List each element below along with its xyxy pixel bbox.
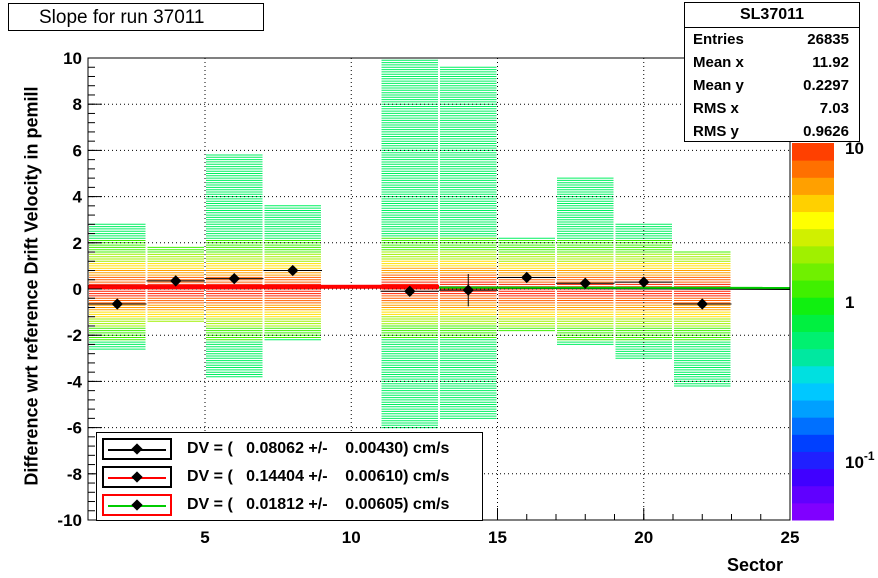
color-scale-cell bbox=[792, 468, 834, 487]
profile-point bbox=[556, 277, 615, 289]
chart-title: Slope for run 37011 bbox=[8, 3, 264, 31]
profile-point bbox=[673, 298, 732, 310]
color-scale-cell bbox=[792, 502, 834, 521]
heatmap-bin bbox=[674, 251, 731, 387]
stats-title: SL37011 bbox=[685, 3, 859, 28]
color-scale-cell bbox=[792, 228, 834, 247]
legend-swatch-2 bbox=[102, 466, 172, 488]
legend-entry-1: DV = ( 0.08062 +/- 0.00430) cm/s bbox=[97, 436, 482, 462]
y-tick-label: -2 bbox=[67, 326, 82, 345]
y-tick-label: 2 bbox=[73, 234, 82, 253]
y-tick-label: 0 bbox=[73, 280, 82, 299]
fit-lines bbox=[87, 284, 791, 290]
color-scale-cell bbox=[792, 245, 834, 264]
y-axis-label: Difference wrt reference Drift Velocity … bbox=[21, 86, 42, 486]
legend: DV = ( 0.08062 +/- 0.00430) cm/s DV = ( … bbox=[96, 432, 483, 521]
y-tick-label: -8 bbox=[67, 465, 82, 484]
heatmap-bin bbox=[440, 66, 497, 419]
legend-entry-2: DV = ( 0.14404 +/- 0.00610) cm/s bbox=[97, 464, 482, 490]
profile-point bbox=[146, 275, 205, 287]
color-scale-label: 10-1 bbox=[845, 449, 875, 472]
heatmap-bin bbox=[381, 57, 438, 429]
color-scale-cell bbox=[792, 177, 834, 195]
x-tick-label: 5 bbox=[200, 528, 209, 547]
color-scale-cell bbox=[792, 211, 834, 230]
x-axis-label: Sector bbox=[727, 555, 784, 575]
y-tick-label: -4 bbox=[67, 372, 83, 391]
stats-row-entries: Entries 26835 bbox=[693, 31, 849, 48]
heatmap-bin bbox=[498, 237, 555, 332]
color-scale-bar bbox=[792, 143, 834, 521]
profile-point bbox=[497, 271, 556, 284]
profile-point bbox=[439, 273, 498, 307]
heatmap-bin bbox=[557, 177, 614, 345]
x-tick-label: 25 bbox=[781, 528, 800, 547]
color-scale-ticks: 10 1 10-1 bbox=[845, 139, 875, 472]
stats-row-rms-x: RMS x 7.03 bbox=[693, 100, 849, 117]
color-scale-cell bbox=[792, 314, 834, 332]
x-tick-label: 15 bbox=[488, 528, 507, 547]
stats-row-mean-y: Mean y 0.2297 bbox=[693, 77, 849, 94]
color-scale-cell bbox=[792, 297, 834, 315]
color-scale-cell bbox=[792, 194, 834, 213]
color-scale-cell bbox=[792, 160, 834, 178]
profile-point bbox=[205, 272, 264, 285]
color-scale-cell bbox=[792, 348, 834, 367]
x-tick-label: 20 bbox=[634, 528, 653, 547]
color-scale-cell bbox=[792, 451, 834, 470]
color-scale-cell bbox=[792, 262, 834, 281]
y-tick-label: 4 bbox=[73, 188, 83, 207]
color-scale-label: 1 bbox=[845, 293, 854, 312]
profile-point bbox=[614, 276, 673, 288]
color-scale-cell bbox=[792, 365, 834, 384]
profile-points bbox=[88, 264, 732, 310]
color-scale-cell bbox=[792, 331, 834, 350]
y-tick-label: -10 bbox=[57, 511, 82, 530]
legend-swatch-1 bbox=[102, 438, 172, 460]
stats-row-mean-x: Mean x 11.92 bbox=[693, 54, 849, 71]
y-tick-label: -6 bbox=[67, 419, 82, 438]
color-scale-cell bbox=[792, 485, 834, 504]
stats-row-rms-y: RMS y 0.9626 bbox=[693, 123, 849, 140]
heatmap-bin bbox=[206, 154, 263, 378]
color-scale-cell bbox=[792, 280, 834, 298]
legend-swatch-3 bbox=[102, 494, 172, 516]
legend-label-1: DV = ( 0.08062 +/- 0.00430) cm/s bbox=[187, 440, 450, 457]
y-tick-label: 10 bbox=[63, 49, 82, 68]
color-scale-cell bbox=[792, 143, 834, 161]
y-tick-label: 6 bbox=[73, 141, 82, 160]
color-scale-label: 10 bbox=[845, 139, 864, 158]
legend-label-2: DV = ( 0.14404 +/- 0.00610) cm/s bbox=[187, 468, 450, 485]
color-scale-cell bbox=[792, 400, 834, 418]
profile-point bbox=[263, 264, 322, 277]
color-scale-cell bbox=[792, 417, 834, 435]
x-tick-label: 10 bbox=[342, 528, 361, 547]
legend-label-3: DV = ( 0.01812 +/- 0.00605) cm/s bbox=[187, 496, 450, 513]
legend-entry-3: DV = ( 0.01812 +/- 0.00605) cm/s bbox=[97, 492, 482, 518]
y-tick-label: 8 bbox=[73, 95, 82, 114]
x-axis-ticks: 5 10 15 20 25 bbox=[87, 508, 800, 547]
color-scale-cell bbox=[792, 434, 834, 452]
color-scale-cell bbox=[792, 382, 834, 401]
profile-point bbox=[380, 285, 439, 297]
